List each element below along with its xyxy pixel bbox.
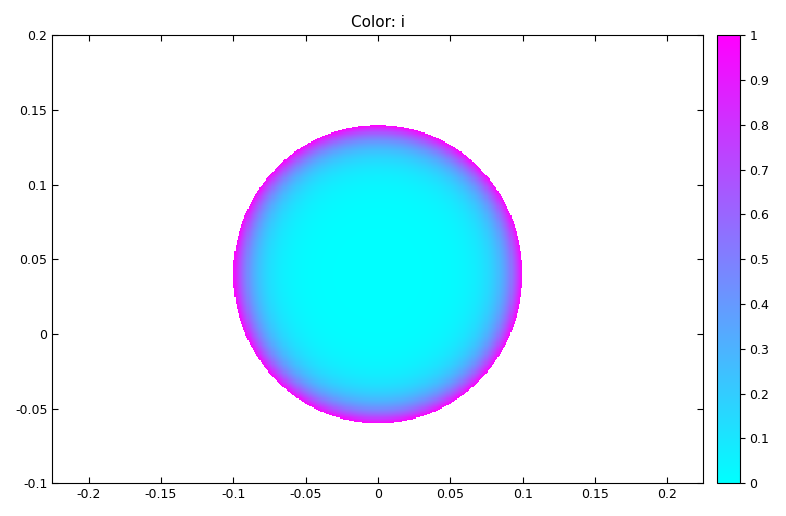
Title: Color: i: Color: i xyxy=(351,15,405,30)
